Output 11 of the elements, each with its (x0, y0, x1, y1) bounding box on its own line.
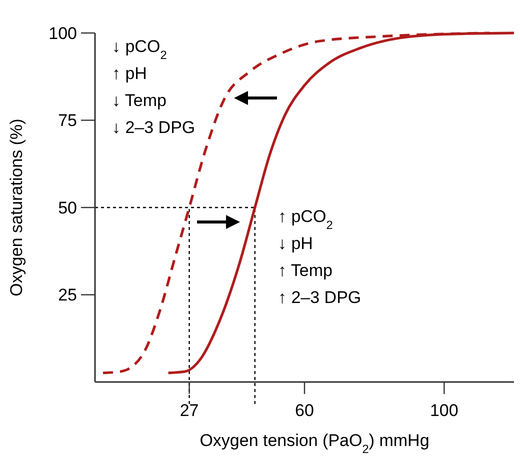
x-tick-label: 60 (295, 401, 314, 420)
y-tick-label: 100 (48, 24, 77, 43)
y-axis-title: Oxygen saturations (%) (7, 118, 26, 296)
annotation: ↑ pCO$_{2}$ ↓ pH ↑ Temp ↑ 2–3 DPG (278, 207, 362, 307)
y-tick-label: 75 (58, 111, 77, 130)
x-axis-title: Oxygen tension (PaO$_{2}$) mmHg (200, 431, 430, 456)
annotation: ↓ pCO$_{2}$ ↑ pH ↓ Temp ↓ 2–3 DPG (112, 37, 196, 137)
x-tick-label: 100 (430, 401, 458, 420)
x-tick-label: 27 (180, 401, 199, 420)
y-tick-label: 50 (58, 198, 77, 218)
y-tick-label: 25 (58, 286, 77, 305)
